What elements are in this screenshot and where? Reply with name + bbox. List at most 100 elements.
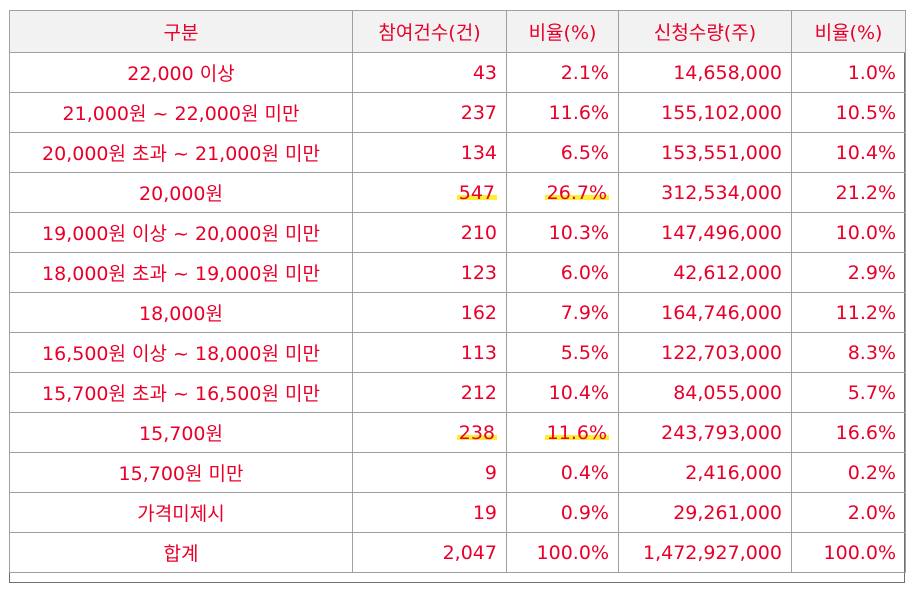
cell-value: 14,658,000 bbox=[673, 61, 782, 84]
cell-participation-count: 134 bbox=[352, 132, 507, 173]
highlighted-value: 11.6% bbox=[544, 421, 609, 444]
cell-requested-quantity: 14,658,000 bbox=[618, 52, 792, 93]
cell-participation-count: 162 bbox=[352, 292, 507, 333]
cell-quantity-ratio: 1.0% bbox=[791, 52, 906, 93]
cell-category: 15,700원 bbox=[9, 412, 353, 453]
cell-value: 100.0% bbox=[823, 541, 896, 564]
cell-value: 8.3% bbox=[847, 341, 896, 364]
highlighted-value: 26.7% bbox=[544, 181, 609, 204]
header-category: 구분 bbox=[9, 10, 353, 53]
cell-count-ratio: 11.6% bbox=[506, 412, 619, 453]
cell-value: 212 bbox=[460, 381, 497, 404]
cell-quantity-ratio: 10.4% bbox=[791, 132, 906, 173]
cell-requested-quantity: 164,746,000 bbox=[618, 292, 792, 333]
cell-count-ratio: 0.4% bbox=[506, 452, 619, 493]
cell-count-ratio: 10.3% bbox=[506, 212, 619, 253]
cell-quantity-ratio: 10.5% bbox=[791, 92, 906, 133]
cell-value: 5.7% bbox=[847, 381, 896, 404]
cell-count-ratio: 10.4% bbox=[506, 372, 619, 413]
cell-participation-count: 210 bbox=[352, 212, 507, 253]
cell-count-ratio: 7.9% bbox=[506, 292, 619, 333]
cell-quantity-ratio: 2.9% bbox=[791, 252, 906, 293]
cell-requested-quantity: 155,102,000 bbox=[618, 92, 792, 133]
cell-participation-count: 238 bbox=[352, 412, 507, 453]
cell-value: 21,000원 ~ 22,000원 미만 bbox=[62, 103, 300, 125]
cell-value: 10.4% bbox=[548, 381, 609, 404]
cell-value: 15,700원 초과 ~ 16,500원 미만 bbox=[42, 383, 320, 405]
cell-requested-quantity: 147,496,000 bbox=[618, 212, 792, 253]
cell-requested-quantity: 312,534,000 bbox=[618, 172, 792, 213]
cell-participation-count: 123 bbox=[352, 252, 507, 293]
cell-value: 147,496,000 bbox=[661, 221, 782, 244]
cell-requested-quantity: 243,793,000 bbox=[618, 412, 792, 453]
highlighted-value: 547 bbox=[456, 181, 497, 204]
cell-value: 18,000원 bbox=[139, 303, 223, 325]
cell-value: 11.6% bbox=[548, 101, 609, 124]
cell-category: 18,000원 초과 ~ 19,000원 미만 bbox=[9, 252, 353, 293]
header-quantity-ratio: 비율(%) bbox=[791, 10, 906, 53]
cell-count-ratio: 6.0% bbox=[506, 252, 619, 293]
cell-count-ratio: 26.7% bbox=[506, 172, 619, 213]
cell-category: 19,000원 이상 ~ 20,000원 미만 bbox=[9, 212, 353, 253]
table-row: 18,000원 162 7.9% 164,746,000 11.2% bbox=[9, 292, 906, 333]
cell-value: 84,055,000 bbox=[673, 381, 782, 404]
highlighted-value: 238 bbox=[456, 421, 497, 444]
cell-value: 10.0% bbox=[835, 221, 896, 244]
cell-value: 162 bbox=[460, 301, 497, 324]
cell-value: 0.2% bbox=[847, 461, 896, 484]
cell-quantity-ratio: 16.6% bbox=[791, 412, 906, 453]
cell-requested-quantity: 42,612,000 bbox=[618, 252, 792, 293]
cell-value: 22,000 이상 bbox=[127, 63, 235, 85]
cell-quantity-ratio: 10.0% bbox=[791, 212, 906, 253]
cell-count-ratio: 100.0% bbox=[506, 532, 619, 573]
cell-value: 19,000원 이상 ~ 20,000원 미만 bbox=[42, 223, 320, 245]
cell-value: 6.5% bbox=[560, 141, 609, 164]
cell-value: 134 bbox=[460, 141, 497, 164]
cell-requested-quantity: 29,261,000 bbox=[618, 492, 792, 533]
cell-value: 7.9% bbox=[560, 301, 609, 324]
cell-quantity-ratio: 5.7% bbox=[791, 372, 906, 413]
cell-value: 9 bbox=[484, 461, 497, 484]
cell-value: 243,793,000 bbox=[661, 421, 782, 444]
table-row: 15,700원 미만 9 0.4% 2,416,000 0.2% bbox=[9, 452, 906, 493]
header-row: 구분 참여건수(건) 비율(%) 신청수량(주) 비율(%) bbox=[9, 10, 906, 53]
cell-value: 20,000원 초과 ~ 21,000원 미만 bbox=[42, 143, 320, 165]
table-row: 15,700원 238 11.6% 243,793,000 16.6% bbox=[9, 412, 906, 453]
cell-value: 21.2% bbox=[835, 181, 896, 204]
cell-quantity-ratio: 2.0% bbox=[791, 492, 906, 533]
cell-value: 123 bbox=[460, 261, 497, 284]
cell-category: 18,000원 bbox=[9, 292, 353, 333]
table-row: 22,000 이상 43 2.1% 14,658,000 1.0% bbox=[9, 52, 906, 93]
table-row: 20,000원 547 26.7% 312,534,000 21.2% bbox=[9, 172, 906, 213]
cell-value: 122,703,000 bbox=[661, 341, 782, 364]
table-row: 21,000원 ~ 22,000원 미만 237 11.6% 155,102,000 1… bbox=[9, 92, 906, 133]
cell-participation-count: 2,047 bbox=[352, 532, 507, 573]
cell-participation-count: 43 bbox=[352, 52, 507, 93]
cell-value: 2,416,000 bbox=[685, 461, 782, 484]
table-row: 19,000원 이상 ~ 20,000원 미만 210 10.3% 147,496,0… bbox=[9, 212, 906, 253]
cell-value: 16.6% bbox=[835, 421, 896, 444]
cell-value: 210 bbox=[460, 221, 497, 244]
header-requested-quantity: 신청수량(주) bbox=[618, 10, 792, 53]
cell-requested-quantity: 1,472,927,000 bbox=[618, 532, 792, 573]
cell-value: 43 bbox=[472, 61, 497, 84]
cell-count-ratio: 5.5% bbox=[506, 332, 619, 373]
cell-count-ratio: 11.6% bbox=[506, 92, 619, 133]
cell-value: 237 bbox=[460, 101, 497, 124]
cell-value: 10.4% bbox=[835, 141, 896, 164]
cell-value: 2,047 bbox=[442, 541, 497, 564]
cell-requested-quantity: 153,551,000 bbox=[618, 132, 792, 173]
header-count-ratio: 비율(%) bbox=[506, 10, 619, 53]
cell-value: 2.1% bbox=[560, 61, 609, 84]
cell-value: 164,746,000 bbox=[661, 301, 782, 324]
table-row: 합계 2,047 100.0% 1,472,927,000 100.0% bbox=[9, 532, 906, 573]
cell-value: 16,500원 이상 ~ 18,000원 미만 bbox=[42, 343, 320, 365]
demand-forecast-table: 구분 참여건수(건) 비율(%) 신청수량(주) 비율(%) 22,000 이상… bbox=[9, 10, 906, 573]
cell-participation-count: 9 bbox=[352, 452, 507, 493]
cell-value: 18,000원 초과 ~ 19,000원 미만 bbox=[42, 263, 320, 285]
cell-value: 20,000원 bbox=[139, 183, 223, 205]
cell-category: 22,000 이상 bbox=[9, 52, 353, 93]
cell-value: 42,612,000 bbox=[673, 261, 782, 284]
cell-value: 312,534,000 bbox=[661, 181, 782, 204]
cell-category: 21,000원 ~ 22,000원 미만 bbox=[9, 92, 353, 133]
